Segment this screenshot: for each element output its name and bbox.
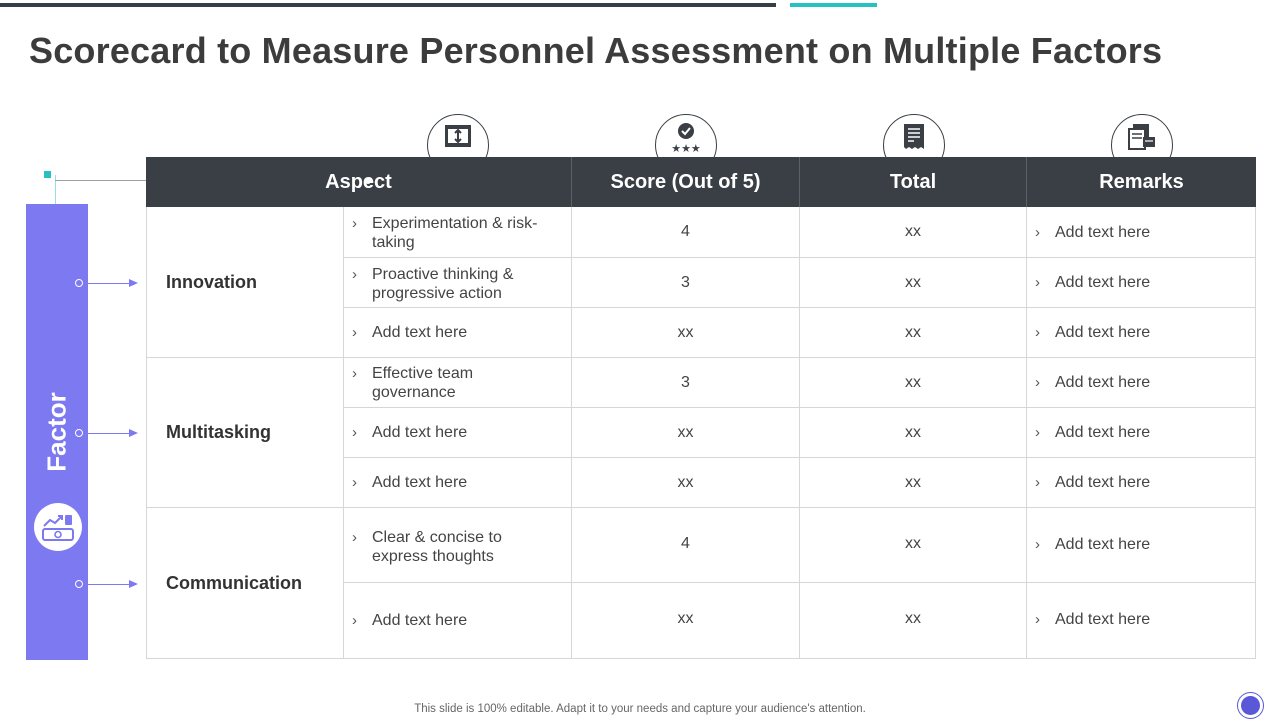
cell-text: Add text here	[372, 612, 468, 629]
cell-text: Effective team governance	[372, 364, 474, 401]
total-cell: xx	[800, 207, 1027, 258]
chevron-right-icon: ›	[1035, 223, 1040, 241]
cell-text: Add text here	[1055, 424, 1151, 441]
chevron-right-icon: ›	[1035, 374, 1040, 391]
footer-note: This slide is 100% editable. Adapt it to…	[414, 703, 866, 715]
remark-cell: › Add text here	[1027, 258, 1256, 308]
scorecard-table: Aspect Score (Out of 5) Total Remarks In…	[146, 157, 1256, 661]
remark-cell: › Add text here	[1027, 583, 1256, 659]
cell-text: Add text here	[372, 324, 468, 341]
score-cell: 4	[572, 207, 800, 258]
chevron-right-icon: ›	[352, 612, 357, 629]
total-cell: xx	[800, 458, 1027, 508]
total-cell: xx	[800, 258, 1027, 308]
remark-cell: › Add text here	[1027, 308, 1256, 358]
chevron-right-icon: ›	[1035, 274, 1040, 291]
cell-text: Add text here	[1055, 274, 1151, 291]
factor-label: Factor	[41, 392, 72, 472]
score-cell: xx	[572, 583, 800, 659]
aspect-cell: › Add text here	[344, 458, 572, 508]
total-cell: xx	[800, 408, 1027, 458]
cell-text: Add text here	[1055, 324, 1151, 341]
chevron-right-icon: ›	[1035, 324, 1040, 341]
score-cell: xx	[572, 408, 800, 458]
remark-cell: › Add text here	[1027, 358, 1256, 408]
chevron-right-icon: ›	[352, 215, 357, 232]
remark-cell: › Add text here	[1027, 458, 1256, 508]
chevron-right-icon: ›	[352, 474, 357, 491]
cell-text: Add text here	[1055, 474, 1151, 491]
factor-connector-ring	[75, 579, 83, 588]
chevron-right-icon: ›	[352, 266, 357, 283]
cell-text: Add text here	[372, 474, 468, 491]
chevron-right-icon: ›	[1035, 424, 1040, 441]
chevron-right-icon: ›	[1035, 611, 1040, 628]
top-accent-bar-teal	[790, 3, 877, 7]
cell-text: Proactive thinking & progressive action	[372, 266, 514, 302]
factor-name: Multitasking	[146, 358, 344, 508]
remark-cell: › Add text here	[1027, 207, 1256, 258]
connector-end-dot	[365, 178, 371, 184]
chevron-right-icon: ›	[1035, 536, 1040, 553]
score-cell: 3	[572, 358, 800, 408]
chevron-right-icon: ›	[1035, 474, 1040, 491]
aspect-cell: › Experimentation & risk-taking	[344, 207, 572, 258]
chevron-right-icon: ›	[352, 529, 357, 546]
connector-dot	[44, 171, 51, 178]
factor-arrow	[88, 278, 138, 287]
chevron-right-icon: ›	[352, 424, 357, 441]
column-header-score: Score (Out of 5)	[572, 157, 800, 207]
total-cell: xx	[800, 308, 1027, 358]
factor-connector-ring	[75, 429, 83, 437]
cell-text: Add text here	[1055, 536, 1151, 553]
factor-arrow	[88, 429, 138, 437]
slide-title: Scorecard to Measure Personnel Assessmen…	[29, 30, 1163, 71]
score-cell: xx	[572, 308, 800, 358]
remark-cell: › Add text here	[1027, 508, 1256, 583]
score-cell: 4	[572, 508, 800, 583]
column-header-total: Total	[800, 157, 1027, 207]
connector-vertical-line	[55, 175, 56, 205]
money-growth-icon	[34, 503, 82, 551]
total-cell: xx	[800, 583, 1027, 659]
remark-cell: › Add text here	[1027, 408, 1256, 458]
cell-text: Add text here	[372, 424, 468, 441]
cell-text: Add text here	[1055, 223, 1151, 241]
cell-text: Experimentation & risk-taking	[372, 215, 538, 251]
top-accent-bar-dark	[0, 3, 776, 7]
aspect-cell: › Proactive thinking & progressive action	[344, 258, 572, 308]
total-cell: xx	[800, 358, 1027, 408]
column-header-aspect: Aspect	[146, 157, 572, 207]
chevron-right-icon: ›	[352, 364, 357, 382]
factor-connector-ring	[75, 278, 83, 287]
total-cell: xx	[800, 508, 1027, 583]
cell-text: Add text here	[1055, 611, 1151, 628]
factor-arrow	[88, 579, 138, 588]
aspect-cell: › Clear & concise to express thoughts	[344, 508, 572, 583]
score-cell: 3	[572, 258, 800, 308]
aspect-cell: › Add text here	[344, 583, 572, 659]
factor-name: Communication	[146, 508, 344, 659]
aspect-cell: › Effective team governance	[344, 358, 572, 408]
aspect-cell: › Add text here	[344, 408, 572, 458]
column-header-remarks: Remarks	[1027, 157, 1256, 207]
score-cell: xx	[572, 458, 800, 508]
aspect-cell: › Add text here	[344, 308, 572, 358]
factor-name: Innovation	[146, 207, 344, 358]
cell-text: Add text here	[1055, 374, 1151, 391]
chevron-right-icon: ›	[352, 324, 357, 341]
cell-text: Clear & concise to express thoughts	[372, 529, 502, 565]
svg-text:★★★: ★★★	[671, 142, 701, 153]
slide-nav-button[interactable]	[1237, 692, 1264, 719]
